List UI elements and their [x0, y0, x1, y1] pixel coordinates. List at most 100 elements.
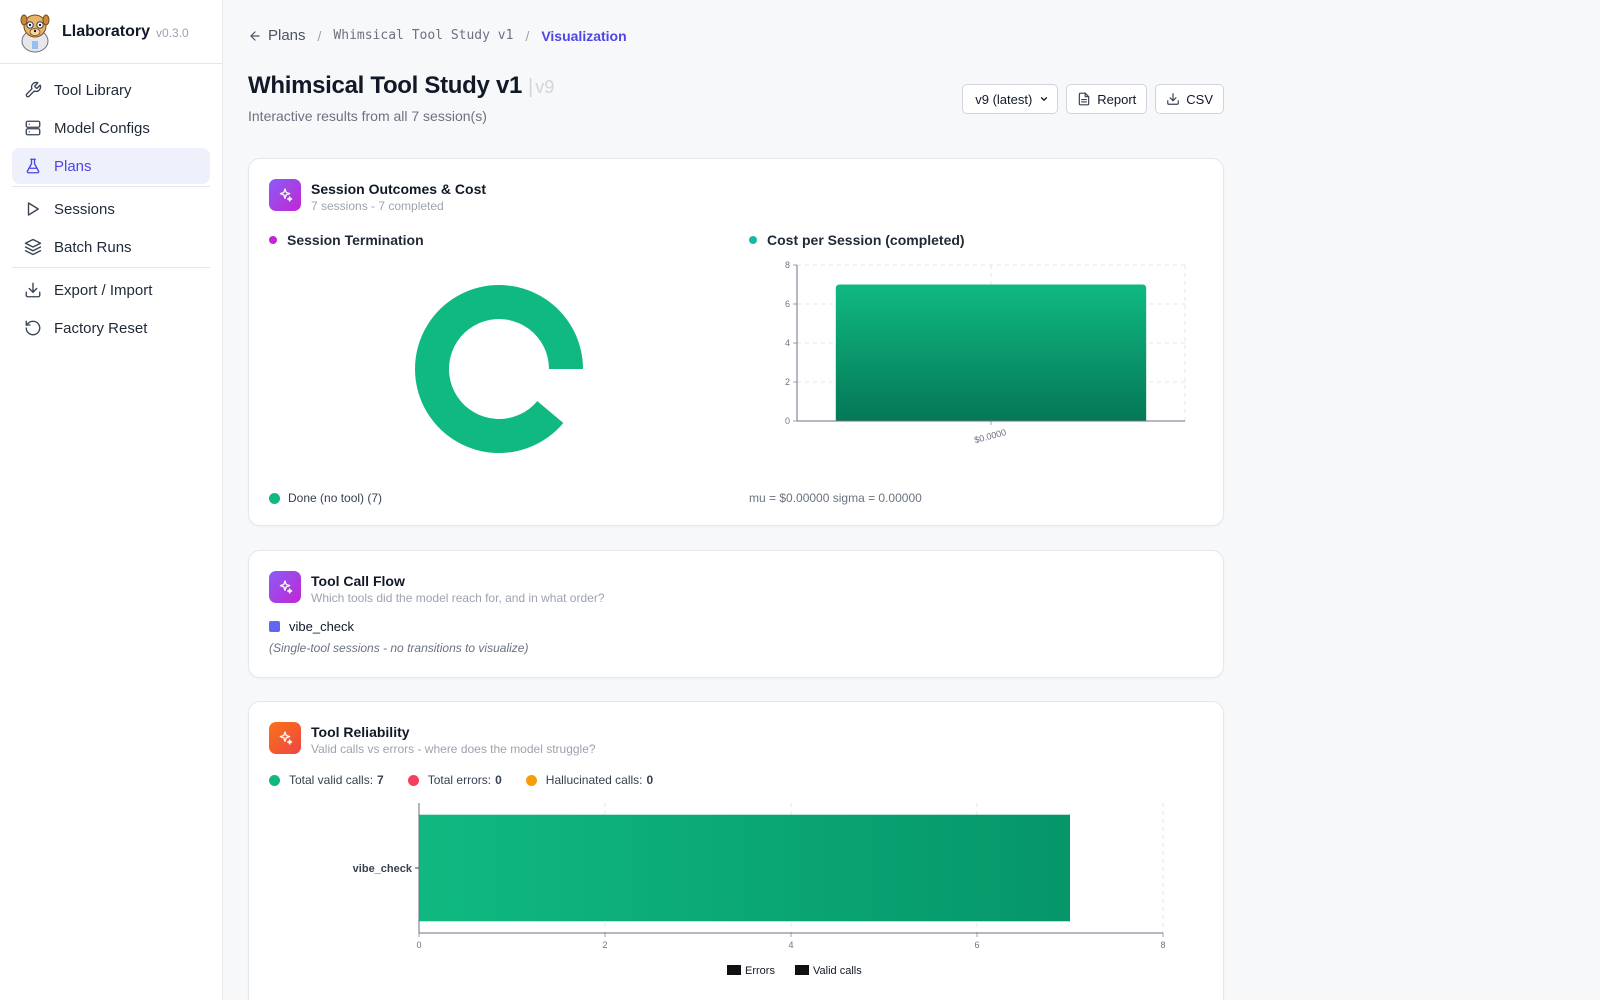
session-outcomes-card: Session Outcomes & Cost 7 sessions - 7 c…	[248, 158, 1224, 526]
errors-value: 0	[495, 773, 502, 787]
cost-heading: Cost per Session (completed)	[749, 232, 965, 248]
page-subtitle: Interactive results from all 7 session(s…	[248, 108, 487, 124]
legend-label: Valid calls	[813, 965, 862, 977]
card-title: Tool Reliability	[311, 724, 410, 740]
csv-button[interactable]: CSV	[1155, 84, 1224, 114]
reliability-stats: Total valid calls: 7 Total errors: 0 Hal…	[269, 773, 653, 787]
nav-tool-library[interactable]: Tool Library	[12, 72, 210, 108]
version-select-value: v9 (latest)	[975, 91, 1033, 107]
magenta-dot	[269, 236, 277, 244]
termination-donut-chart	[415, 285, 583, 453]
hallucinated-label: Hallucinated calls:	[545, 773, 643, 787]
x-tick-label: 2	[602, 940, 607, 950]
brand[interactable]: Llaboratory v0.3.0	[0, 0, 222, 64]
breadcrumb-back-link[interactable]: Plans	[248, 27, 306, 44]
version-tag: v9	[535, 77, 555, 97]
reliability-bar-chart: 0 2 4 6 8 vibe_check Errors Valid calls	[353, 803, 1166, 977]
hallucinated-value: 0	[646, 773, 654, 787]
flow-note: (Single-tool sessions - no transitions t…	[269, 641, 529, 655]
sidebar: Llaboratory v0.3.0 Tool Library Model Co…	[0, 0, 223, 1000]
valid-dot	[269, 774, 280, 786]
card-subtitle: Valid calls vs errors - where does the m…	[311, 742, 596, 756]
legend-label: Done (no tool) (7)	[288, 491, 383, 505]
version-divider: |	[528, 76, 534, 98]
y-tick-label: 2	[785, 377, 790, 387]
chevron-down-icon	[1041, 97, 1048, 101]
termination-legend: Done (no tool) (7)	[269, 491, 382, 505]
breadcrumb-plan-link[interactable]: Whimsical Tool Study v1	[333, 28, 514, 43]
teal-dot	[749, 236, 757, 244]
flow-legend-item: vibe_check	[269, 619, 354, 634]
legend-swatch	[795, 965, 809, 975]
csv-button-label: CSV	[1186, 91, 1213, 107]
cost-label: Cost per Session (completed)	[767, 232, 965, 248]
play-icon	[24, 200, 42, 218]
layers-icon	[24, 238, 42, 256]
nav-divider	[12, 267, 210, 268]
nav-label: Sessions	[54, 200, 115, 218]
nav-sessions[interactable]: Sessions	[12, 191, 210, 227]
nav-model-configs[interactable]: Model Configs	[12, 110, 210, 146]
termination-label: Session Termination	[287, 232, 424, 248]
arrow-left-icon	[250, 30, 260, 41]
sparkles-icon	[269, 722, 301, 754]
errors-label: Total errors:	[427, 773, 492, 787]
nav-label: Plans	[54, 157, 92, 175]
legend-swatch	[727, 965, 741, 975]
valid-calls-value: 7	[377, 773, 384, 787]
nav-divider	[12, 186, 210, 187]
download-icon	[24, 281, 42, 299]
cost-bar-chart: 0 2 4 6 8 $0.0000	[785, 260, 1186, 445]
nav-label: Batch Runs	[54, 238, 132, 256]
download-icon	[1167, 93, 1180, 105]
donut-slice-done-no-tool-	[415, 285, 583, 453]
tool-reliability-card: Tool Reliability Valid calls vs errors -…	[248, 701, 1224, 1000]
app-version: v0.3.0	[156, 25, 189, 40]
x-tick-label: 6	[974, 940, 979, 950]
nav-batch-runs[interactable]: Batch Runs	[12, 229, 210, 265]
wrench-icon	[24, 81, 42, 99]
breadcrumb-plans: Plans	[268, 27, 306, 44]
cost-stats: mu = $0.00000 sigma = 0.00000	[749, 491, 922, 505]
x-tick-label: 0	[416, 940, 421, 950]
sparkles-icon	[269, 571, 301, 603]
card-header: Tool Call Flow Which tools did the model…	[269, 571, 605, 605]
llama-scientist-logo	[20, 14, 50, 52]
file-text-icon	[1078, 92, 1090, 106]
y-tick-label: 0	[785, 416, 790, 426]
x-tick-label: 4	[788, 940, 793, 950]
flask-icon	[24, 157, 42, 175]
tool-swatch	[269, 621, 280, 632]
app-name: Llaboratory	[62, 22, 151, 40]
tool-call-flow-card: Tool Call Flow Which tools did the model…	[248, 550, 1224, 678]
card-header: Tool Reliability Valid calls vs errors -…	[269, 722, 596, 756]
nav-label: Export / Import	[54, 281, 153, 299]
hallucinated-dot	[525, 774, 537, 786]
x-tick-label: $0.0000	[973, 427, 1007, 445]
breadcrumb: Plans / Whimsical Tool Study v1 / Visual…	[248, 27, 627, 44]
y-tick-label: 8	[785, 260, 790, 270]
nav-factory-reset[interactable]: Factory Reset	[12, 310, 210, 346]
bar-valid-calls	[419, 814, 1070, 922]
nav-label: Model Configs	[54, 119, 150, 137]
breadcrumb-current: Visualization	[541, 27, 627, 44]
rotate-ccw-icon	[24, 319, 42, 337]
valid-calls-label: Total valid calls:	[289, 773, 374, 787]
toolbar: v9 (latest) Report CSV	[962, 84, 1224, 114]
nav-export-import[interactable]: Export / Import	[12, 272, 210, 308]
nav-plans[interactable]: Plans	[12, 148, 210, 184]
card-title: Tool Call Flow	[311, 573, 405, 589]
version-select[interactable]: v9 (latest)	[962, 84, 1059, 114]
y-tick-label: vibe_check	[353, 863, 413, 875]
card-header: Session Outcomes & Cost 7 sessions - 7 c…	[269, 179, 486, 213]
nav-label: Tool Library	[54, 81, 132, 99]
report-button[interactable]: Report	[1066, 84, 1148, 114]
errors-dot	[407, 774, 419, 786]
server-icon	[24, 119, 42, 137]
flow-tool-name: vibe_check	[289, 619, 355, 634]
nav-label: Factory Reset	[54, 319, 148, 337]
y-tick-label: 4	[785, 338, 790, 348]
cost-bar	[835, 284, 1147, 421]
nav: Tool Library Model Configs Plans Session…	[0, 64, 222, 356]
sparkles-icon	[269, 179, 301, 211]
